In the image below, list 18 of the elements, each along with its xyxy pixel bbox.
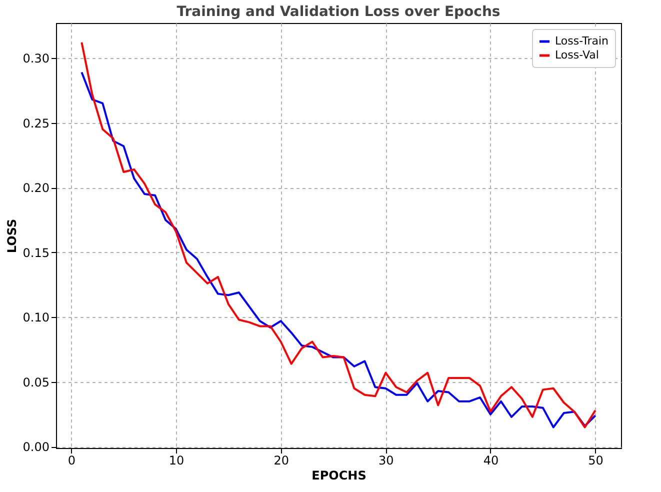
y-tick-label: 0.15 <box>22 246 50 260</box>
x-axis-title: EPOCHS <box>312 468 366 482</box>
y-tick-label: 0.00 <box>22 440 50 454</box>
x-tick-label: 40 <box>483 454 499 468</box>
y-tick-label: 0.10 <box>22 310 50 325</box>
y-tick-label: 0.30 <box>22 51 50 66</box>
chart-title: Training and Validation Loss over Epochs <box>176 4 500 20</box>
x-tick-label: 20 <box>274 454 289 468</box>
x-tick-label: 10 <box>168 454 184 468</box>
y-tick-label: 0.05 <box>22 375 50 390</box>
x-tick-label: 50 <box>588 454 604 468</box>
y-tick-label: 0.20 <box>22 181 50 196</box>
x-tick-label: 30 <box>378 454 394 468</box>
legend-label: Loss-Train <box>555 34 609 48</box>
y-tick-label: 0.25 <box>22 116 50 130</box>
legend-label: Loss-Val <box>555 48 599 62</box>
y-axis-title: LOSS <box>4 218 19 254</box>
x-tick-label: 0 <box>68 454 76 468</box>
